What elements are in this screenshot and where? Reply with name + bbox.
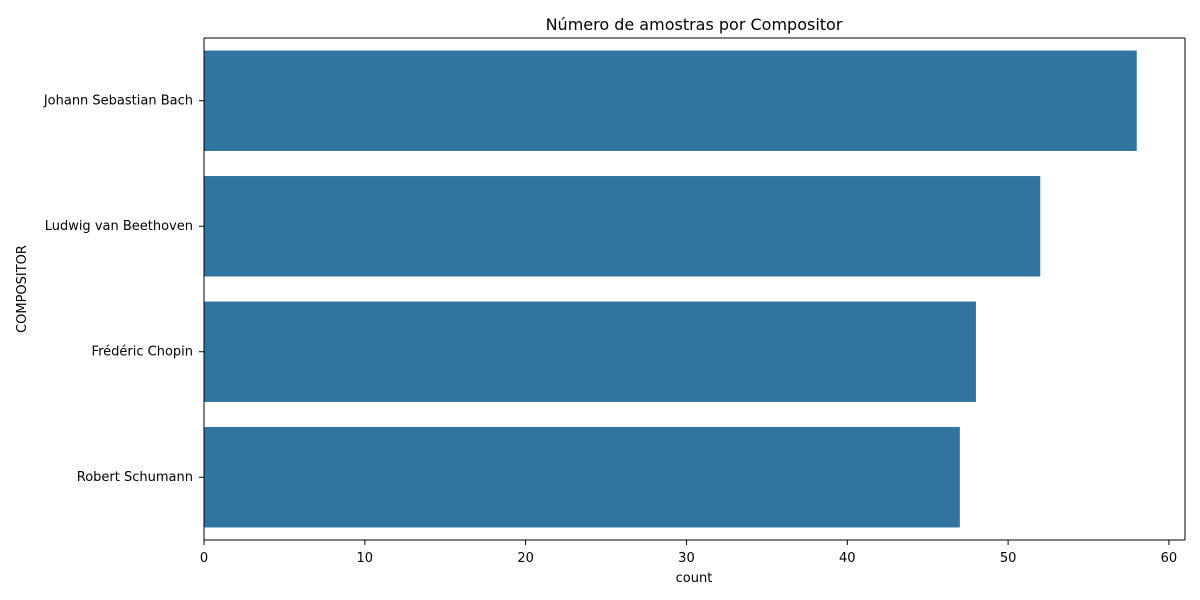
x-tick-label: 60 [1161, 551, 1178, 566]
y-tick-label: Johann Sebastian Bach [43, 93, 193, 108]
x-tick-label: 50 [1000, 551, 1017, 566]
x-axis-title: count [676, 571, 713, 586]
x-axis-ticks: 0 10 20 30 40 50 60 [200, 540, 1177, 566]
bar [204, 301, 976, 402]
y-tick-label: Robert Schumann [77, 470, 193, 485]
x-tick-label: 40 [839, 551, 856, 566]
bar [204, 50, 1137, 151]
y-axis-title: COMPOSITOR [15, 245, 30, 333]
x-tick-label: 0 [200, 551, 208, 566]
x-tick-label: 10 [357, 551, 374, 566]
x-tick-label: 20 [517, 551, 534, 566]
y-axis-ticks: Johann Sebastian Bach Ludwig van Beethove… [43, 93, 204, 485]
y-tick-label: Frédéric Chopin [92, 344, 193, 359]
x-tick-label: 30 [678, 551, 695, 566]
bar [204, 176, 1041, 277]
y-tick-label: Ludwig van Beethoven [45, 219, 193, 234]
chart-title: Número de amostras por Compositor [546, 15, 843, 34]
bar [204, 427, 960, 528]
bars-group [204, 50, 1137, 528]
